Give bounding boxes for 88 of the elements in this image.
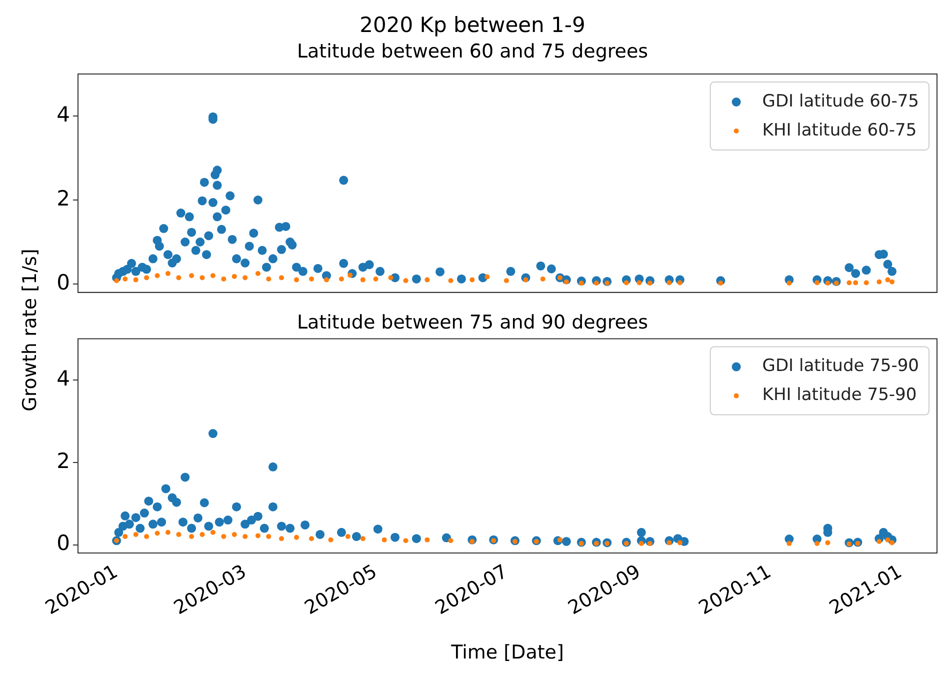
point <box>232 274 237 279</box>
point <box>448 538 454 544</box>
y-tick-label: 0 <box>56 531 70 556</box>
y-axis-title: Growth rate [1/s] <box>19 248 41 412</box>
point <box>424 277 430 282</box>
y-tick-label: 0 <box>56 270 70 294</box>
point <box>338 276 344 282</box>
point <box>424 537 430 542</box>
point <box>189 534 194 540</box>
y-tick-label: 4 <box>56 102 70 126</box>
x-axis-title: Time [Date] <box>450 642 564 664</box>
point <box>221 534 226 540</box>
point <box>360 536 366 542</box>
point <box>133 277 138 282</box>
point <box>294 534 299 540</box>
point <box>221 276 226 282</box>
point <box>176 275 182 280</box>
point <box>255 271 260 276</box>
point <box>328 537 334 542</box>
point <box>210 273 216 278</box>
point <box>200 275 205 280</box>
point <box>388 275 394 280</box>
point <box>360 277 366 282</box>
point <box>324 277 329 282</box>
point <box>666 280 672 286</box>
point <box>448 278 454 284</box>
point <box>786 280 792 286</box>
point <box>122 534 128 540</box>
point <box>189 273 194 278</box>
point <box>122 276 128 282</box>
point <box>814 541 820 546</box>
point <box>636 280 642 286</box>
y-tick-label: 2 <box>56 448 70 473</box>
chart-subtitle: Latitude between 60 and 75 degrees <box>296 40 648 63</box>
point <box>885 277 890 282</box>
point <box>638 541 644 546</box>
point <box>242 534 248 540</box>
point <box>308 536 314 542</box>
chart-title: 2020 Kp between 1-9 <box>360 13 586 38</box>
point <box>165 271 170 276</box>
point <box>470 277 475 282</box>
legend-label: GDI latitude 75-90 <box>762 356 919 376</box>
point <box>890 279 895 284</box>
point <box>144 275 150 280</box>
point <box>255 533 260 538</box>
point <box>266 276 272 282</box>
point <box>232 532 237 537</box>
point <box>373 276 378 282</box>
point <box>403 278 408 284</box>
point <box>266 534 272 540</box>
point <box>279 536 284 542</box>
point <box>294 277 299 282</box>
point <box>144 534 150 540</box>
point <box>846 280 852 286</box>
legend-label: KHI latitude 60-75 <box>762 120 917 140</box>
legend-label: GDI latitude 60-75 <box>762 91 919 112</box>
point <box>242 275 248 280</box>
point <box>825 540 830 546</box>
point <box>885 537 890 542</box>
point <box>890 540 895 546</box>
legend-label: KHI latitude 75-90 <box>762 385 917 406</box>
y-tick-label: 2 <box>56 186 70 210</box>
point <box>210 530 216 535</box>
point <box>864 280 869 286</box>
point <box>308 276 314 282</box>
point <box>677 540 682 546</box>
point <box>484 274 490 280</box>
point <box>154 273 160 278</box>
point <box>279 275 284 280</box>
point <box>814 280 820 286</box>
point <box>504 278 509 284</box>
point <box>165 530 170 535</box>
point <box>876 279 882 284</box>
point <box>345 534 350 540</box>
point <box>403 538 408 544</box>
point <box>624 280 629 286</box>
point <box>154 530 160 536</box>
point <box>133 532 138 537</box>
point <box>677 280 682 286</box>
point <box>200 532 205 537</box>
point <box>382 537 387 542</box>
point <box>786 541 792 546</box>
point <box>540 276 546 282</box>
point <box>853 280 858 286</box>
point <box>176 532 182 537</box>
y-tick-label: 4 <box>56 366 70 390</box>
chart-title: Latitude between 75 and 90 degrees <box>296 311 648 334</box>
point <box>114 278 120 284</box>
